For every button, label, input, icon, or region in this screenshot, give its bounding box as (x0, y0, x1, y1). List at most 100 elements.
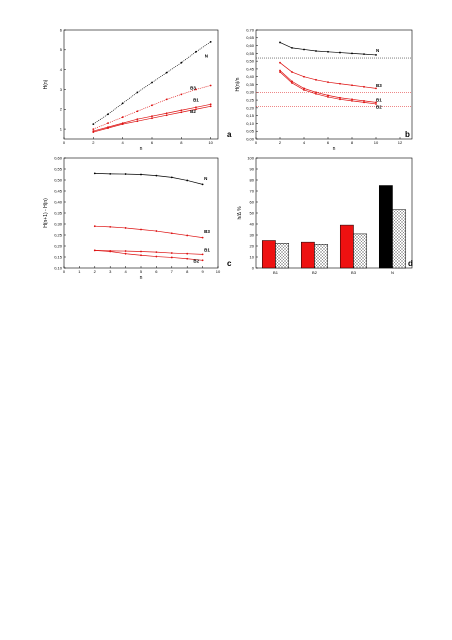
x-tick-label: 2 (92, 140, 95, 145)
data-point-B2 (136, 120, 139, 123)
data-point-B2 (92, 131, 95, 133)
y-tick-label: 0,55 (54, 166, 63, 171)
data-point-B1 (315, 91, 317, 94)
data-point-B3 (92, 128, 95, 130)
series-label: N (376, 48, 379, 53)
data-point-N (303, 48, 305, 51)
data-point-N (195, 50, 197, 53)
y-axis-label: h/Δ % (237, 206, 243, 220)
y-tick-label: 0,20 (246, 105, 255, 110)
data-point-B3 (279, 61, 281, 64)
y-tick-label: 0,40 (54, 199, 63, 204)
x-tick-label: 8 (351, 140, 354, 145)
y-tick-label: 0,35 (54, 210, 63, 215)
data-point-B3 (375, 87, 377, 90)
data-point-B2 (209, 105, 212, 108)
data-point-B3 (136, 110, 139, 113)
y-tick-label: 20 (250, 243, 255, 248)
x-tick-label: 10 (208, 140, 213, 145)
data-point-N (92, 123, 95, 126)
y-tick-label: 0,15 (54, 254, 63, 259)
data-point-B2 (155, 255, 158, 258)
category-label: N (391, 270, 394, 275)
x-tick-label: 6 (151, 140, 154, 145)
data-point-B2 (180, 111, 183, 114)
data-point-B2 (121, 123, 124, 126)
y-tick-label: 0,25 (54, 232, 63, 237)
data-point-B1 (375, 101, 377, 104)
data-point-B2 (165, 114, 168, 117)
data-point-B3 (363, 85, 365, 88)
data-point-B1 (351, 98, 353, 101)
series-label: B1 (193, 97, 199, 102)
x-tick-label: 0 (255, 140, 258, 145)
data-point-B2 (170, 256, 173, 259)
series-line-B3 (93, 85, 211, 130)
y-tick-label: 0,25 (246, 97, 255, 102)
bar-B1-solid (261, 240, 276, 269)
data-point-N (140, 173, 142, 176)
panel-letter: c (227, 259, 232, 268)
data-point-B2 (327, 96, 329, 98)
y-tick-label: 30 (250, 232, 255, 237)
data-point-B1 (165, 112, 168, 115)
data-point-N (363, 53, 365, 56)
y-tick-label: 0,00 (246, 136, 255, 141)
plot-frame (255, 29, 413, 140)
y-tick-label: 0,65 (246, 35, 255, 40)
panel-letter: d (408, 259, 413, 268)
x-axis-label: n (140, 146, 143, 152)
data-point-N (109, 172, 112, 175)
x-tick-label: 0 (63, 269, 66, 274)
panel-letter: a (227, 130, 232, 139)
x-tick-label: 8 (186, 269, 189, 274)
series-label: B1 (204, 248, 210, 253)
x-tick-label: 5 (140, 269, 143, 274)
series-label: B2 (376, 105, 382, 110)
data-point-N (180, 61, 183, 64)
data-point-B2 (186, 257, 189, 260)
y-tick-label: 0 (252, 265, 255, 270)
data-point-N (201, 183, 204, 186)
data-point-B2 (303, 89, 305, 91)
y-tick-label: 0,60 (246, 43, 255, 48)
category-label: B1 (273, 270, 279, 275)
y-tick-label: 0,45 (54, 188, 63, 193)
data-point-B3 (140, 228, 142, 231)
data-point-B3 (209, 84, 212, 87)
y-tick-label: 2 (60, 107, 63, 112)
y-tick-label: 0,45 (246, 66, 255, 71)
data-point-N (136, 91, 139, 94)
series-line-N (279, 42, 377, 56)
x-tick-label: 4 (303, 140, 306, 145)
y-tick-label: 6 (60, 27, 63, 32)
series-line-B2 (279, 71, 377, 105)
y-tick-label: 0,50 (54, 177, 63, 182)
x-axis-label: n (333, 146, 336, 152)
y-tick-label: 60 (250, 199, 255, 204)
series-label: B2 (193, 259, 199, 264)
data-point-B1 (180, 109, 183, 112)
data-point-B1 (170, 252, 173, 254)
series-label: B3 (376, 83, 382, 88)
data-point-B3 (165, 98, 168, 101)
x-tick-label: 9 (201, 269, 204, 274)
panel-b: 0 2 4 6 8 10 12 0,00 0,05 0,10 0,15 0,20 0,25 0,30 0,3… (235, 27, 413, 152)
data-point-N (165, 71, 168, 74)
y-tick-label: 0,30 (54, 221, 63, 226)
category-label: B2 (312, 270, 318, 275)
y-tick-label: 40 (250, 221, 255, 226)
series-label: B2 (190, 109, 196, 114)
data-point-B3 (351, 84, 353, 87)
series-line-B3 (94, 225, 203, 238)
series-label: B1 (376, 98, 382, 103)
x-tick-label: 0 (63, 140, 66, 145)
data-point-B2 (93, 249, 96, 252)
series-line-N (94, 173, 203, 185)
data-point-B1 (279, 69, 281, 72)
series-line-B1 (94, 250, 203, 255)
data-point-B1 (195, 106, 197, 109)
y-tick-label: 4 (60, 67, 63, 72)
data-point-B3 (121, 116, 124, 119)
